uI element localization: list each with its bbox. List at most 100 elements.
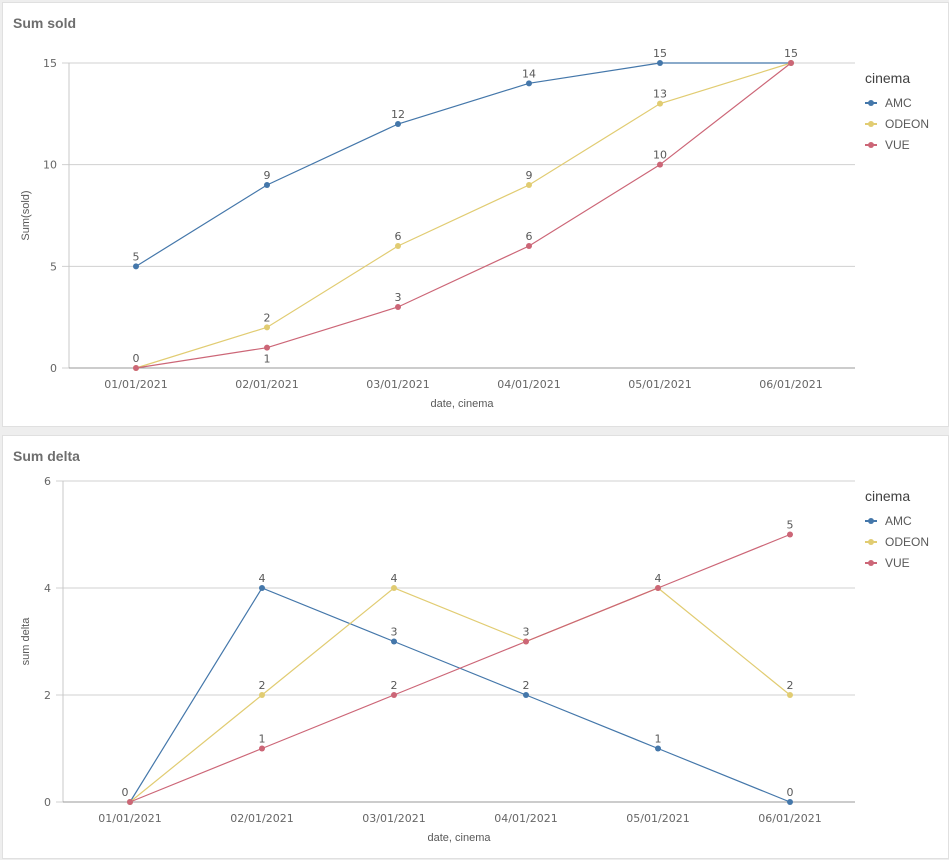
x-tick-label: 01/01/2021 bbox=[98, 812, 161, 825]
data-label: 0 bbox=[122, 786, 129, 799]
data-label: 14 bbox=[522, 67, 536, 80]
data-label: 9 bbox=[264, 169, 271, 182]
x-axis-title: date, cinema bbox=[428, 832, 492, 844]
chart-title: Sum sold bbox=[13, 15, 77, 31]
x-tick-label: 03/01/2021 bbox=[366, 378, 429, 391]
legend-item-amc: AMC bbox=[885, 514, 912, 528]
x-tick-label: 04/01/2021 bbox=[494, 812, 557, 825]
x-tick-label: 06/01/2021 bbox=[759, 378, 822, 391]
data-label: 0 bbox=[787, 786, 794, 799]
data-point-amc bbox=[657, 60, 663, 66]
x-tick-label: 02/01/2021 bbox=[230, 812, 293, 825]
sum-delta-chart: 0 2 4 6 01/01/2021 02/01/2021 03/01/2021 04/01/… bbox=[20, 475, 929, 844]
data-point-amc bbox=[391, 638, 397, 645]
series-line-vue bbox=[135, 62, 792, 369]
legend-title: cinema bbox=[865, 70, 910, 86]
data-point-amc bbox=[264, 182, 270, 188]
data-label: 4 bbox=[391, 572, 398, 585]
data-point-amc bbox=[655, 745, 661, 752]
x-tick-label: 04/01/2021 bbox=[497, 378, 560, 391]
chart-title: Sum delta bbox=[13, 448, 80, 464]
sum-sold-panel: Sum sold 0 5 10 15 01/01/2021 02/01/2021 03/01… bbox=[2, 2, 949, 427]
data-point-vue bbox=[127, 799, 133, 805]
data-label: 2 bbox=[523, 679, 530, 692]
data-point-amc bbox=[787, 799, 793, 805]
data-label: 15 bbox=[784, 47, 798, 60]
data-point-amc bbox=[259, 585, 265, 591]
data-point-odeon bbox=[526, 182, 532, 188]
data-point-vue bbox=[657, 161, 663, 168]
data-label: 13 bbox=[653, 88, 667, 101]
legend-item-odeon: ODEON bbox=[885, 117, 929, 131]
x-tick-label: 02/01/2021 bbox=[235, 378, 298, 391]
data-point-vue bbox=[395, 304, 401, 310]
legend-marker-vue bbox=[868, 560, 874, 566]
x-tick-label: 05/01/2021 bbox=[626, 812, 689, 825]
data-label: 0 bbox=[133, 352, 140, 365]
data-label: 6 bbox=[395, 230, 402, 243]
data-label: 1 bbox=[655, 733, 662, 746]
legend-item-vue: VUE bbox=[885, 138, 910, 152]
data-point-odeon bbox=[259, 692, 265, 698]
data-point-amc bbox=[395, 121, 401, 127]
data-label: 4 bbox=[655, 572, 662, 585]
data-label: 10 bbox=[653, 149, 667, 162]
data-point-vue bbox=[391, 692, 397, 698]
x-tick-label: 06/01/2021 bbox=[758, 812, 821, 825]
data-point-amc bbox=[526, 80, 532, 87]
y-tick-label: 0 bbox=[44, 796, 51, 809]
y-tick-label: 10 bbox=[43, 159, 57, 172]
y-tick-label: 2 bbox=[44, 689, 51, 702]
legend-item-vue: VUE bbox=[885, 556, 910, 570]
data-label: 3 bbox=[391, 626, 398, 639]
data-label: 2 bbox=[391, 679, 398, 692]
y-tick-label: 6 bbox=[44, 475, 51, 488]
x-tick-label: 03/01/2021 bbox=[362, 812, 425, 825]
legend-marker-amc bbox=[868, 100, 874, 106]
legend-item-amc: AMC bbox=[885, 96, 912, 110]
y-tick-label: 0 bbox=[50, 362, 57, 375]
data-point-vue bbox=[523, 638, 529, 645]
series-line-vue bbox=[129, 533, 791, 803]
data-point-odeon bbox=[657, 100, 663, 107]
data-label: 6 bbox=[526, 230, 533, 243]
data-point-odeon bbox=[395, 243, 401, 249]
data-point-odeon bbox=[391, 585, 397, 591]
series-line-odeon bbox=[129, 587, 791, 803]
legend-item-odeon: ODEON bbox=[885, 535, 929, 549]
data-point-vue bbox=[787, 531, 793, 538]
data-label: 12 bbox=[391, 108, 405, 121]
y-tick-label: 4 bbox=[44, 582, 51, 595]
data-label: 5 bbox=[133, 250, 140, 263]
y-tick-label: 5 bbox=[50, 260, 57, 273]
x-axis-title: date, cinema bbox=[431, 398, 495, 410]
data-label: 5 bbox=[787, 519, 794, 532]
data-point-odeon bbox=[787, 692, 793, 698]
data-point-vue bbox=[133, 365, 139, 371]
sum-delta-panel: Sum delta 0 2 4 6 01/01/2021 02/01/2021 03/01/… bbox=[2, 435, 949, 859]
legend-marker-odeon bbox=[868, 539, 874, 545]
data-label: 3 bbox=[523, 626, 530, 639]
data-label: 2 bbox=[264, 311, 271, 324]
y-tick-label: 15 bbox=[43, 57, 57, 70]
legend-marker-vue bbox=[868, 142, 874, 148]
data-point-vue bbox=[259, 745, 265, 752]
data-point-amc bbox=[133, 263, 139, 270]
data-label: 1 bbox=[264, 353, 271, 366]
legend-title: cinema bbox=[865, 488, 910, 504]
data-point-vue bbox=[526, 243, 532, 249]
data-point-vue bbox=[788, 60, 794, 66]
data-point-vue bbox=[264, 344, 270, 351]
data-label: 4 bbox=[259, 572, 266, 585]
x-tick-label: 05/01/2021 bbox=[628, 378, 691, 391]
series-line-odeon bbox=[135, 62, 792, 369]
legend-marker-amc bbox=[868, 518, 874, 524]
data-label: 9 bbox=[526, 169, 533, 182]
data-label: 15 bbox=[653, 47, 667, 60]
x-tick-label: 01/01/2021 bbox=[104, 378, 167, 391]
data-point-amc bbox=[523, 692, 529, 698]
data-point-vue bbox=[655, 585, 661, 591]
legend-marker-odeon bbox=[868, 121, 874, 127]
data-label: 3 bbox=[395, 291, 402, 304]
data-label: 2 bbox=[259, 679, 266, 692]
